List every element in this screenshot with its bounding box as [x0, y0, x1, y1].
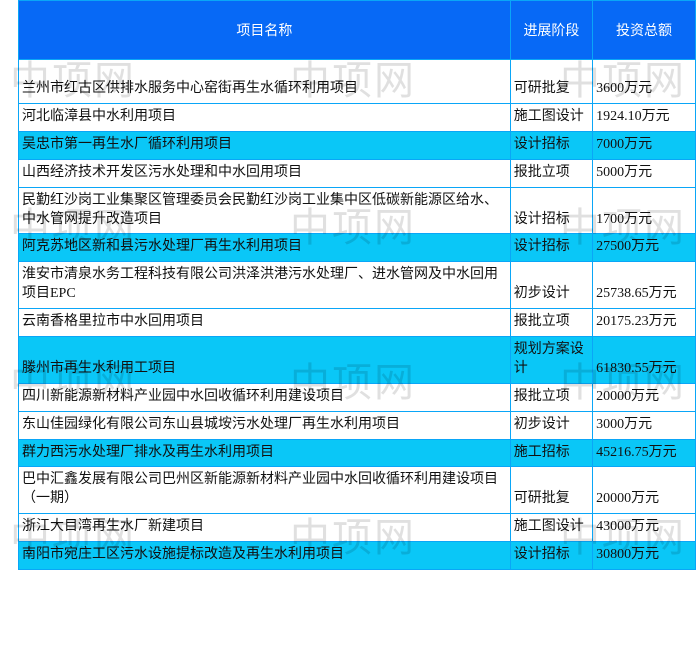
cell-stage: 施工图设计	[510, 104, 592, 132]
cell-name: 阿克苏地区新和县污水处理厂再生水利用项目	[19, 234, 511, 262]
cell-invest: 43000万元	[593, 514, 696, 542]
cell-invest: 3000万元	[593, 411, 696, 439]
cell-stage: 初步设计	[510, 262, 592, 309]
cell-name: 吴忠市第一再生水厂循环利用项目	[19, 131, 511, 159]
cell-stage: 报批立项	[510, 309, 592, 337]
cell-invest: 1700万元	[593, 187, 696, 234]
cell-invest: 45216.75万元	[593, 439, 696, 467]
table-row: 四川新能源新材料产业园中水回收循环利用建设项目报批立项20000万元	[19, 383, 696, 411]
col-header-stage: 进展阶段	[510, 1, 592, 60]
cell-invest: 20175.23万元	[593, 309, 696, 337]
cell-invest: 27500万元	[593, 234, 696, 262]
table-row: 阿克苏地区新和县污水处理厂再生水利用项目设计招标27500万元	[19, 234, 696, 262]
cell-stage: 施工招标	[510, 439, 592, 467]
cell-invest: 61830.55万元	[593, 337, 696, 384]
table-row: 淮安市清泉水务工程科技有限公司洪泽洪港污水处理厂、进水管网及中水回用项目EPC初…	[19, 262, 696, 309]
cell-stage: 初步设计	[510, 411, 592, 439]
col-header-invest: 投资总额	[593, 1, 696, 60]
cell-stage: 施工图设计	[510, 514, 592, 542]
cell-invest: 25738.65万元	[593, 262, 696, 309]
cell-name: 浙江大目湾再生水厂新建项目	[19, 514, 511, 542]
cell-stage: 可研批复	[510, 60, 592, 104]
table-row: 滕州市再生水利用工项目规划方案设计61830.55万元	[19, 337, 696, 384]
cell-stage: 设计招标	[510, 542, 592, 570]
cell-stage: 规划方案设计	[510, 337, 592, 384]
cell-stage: 可研批复	[510, 467, 592, 514]
cell-stage: 设计招标	[510, 234, 592, 262]
table-body: 兰州市红古区供排水服务中心窑街再生水循环利用项目可研批复3600万元河北临漳县中…	[19, 60, 696, 570]
col-header-name: 项目名称	[19, 1, 511, 60]
table-row: 巴中汇鑫发展有限公司巴州区新能源新材料产业园中水回收循环利用建设项目（一期）可研…	[19, 467, 696, 514]
table-header-row: 项目名称进展阶段投资总额	[19, 1, 696, 60]
table-row: 云南香格里拉市中水回用项目报批立项20175.23万元	[19, 309, 696, 337]
cell-name: 群力西污水处理厂排水及再生水利用项目	[19, 439, 511, 467]
cell-invest: 30800万元	[593, 542, 696, 570]
cell-name: 四川新能源新材料产业园中水回收循环利用建设项目	[19, 383, 511, 411]
cell-name: 兰州市红古区供排水服务中心窑街再生水循环利用项目	[19, 60, 511, 104]
cell-name: 南阳市宛庄工区污水设施提标改造及再生水利用项目	[19, 542, 511, 570]
cell-stage: 报批立项	[510, 383, 592, 411]
table-row: 群力西污水处理厂排水及再生水利用项目施工招标45216.75万元	[19, 439, 696, 467]
table-row: 浙江大目湾再生水厂新建项目施工图设计43000万元	[19, 514, 696, 542]
cell-stage: 设计招标	[510, 131, 592, 159]
table-row: 兰州市红古区供排水服务中心窑街再生水循环利用项目可研批复3600万元	[19, 60, 696, 104]
cell-invest: 20000万元	[593, 383, 696, 411]
cell-name: 河北临漳县中水利用项目	[19, 104, 511, 132]
cell-invest: 7000万元	[593, 131, 696, 159]
cell-name: 民勤红沙岗工业集聚区管理委员会民勤红沙岗工业集中区低碳新能源区给水、中水管网提升…	[19, 187, 511, 234]
cell-name: 淮安市清泉水务工程科技有限公司洪泽洪港污水处理厂、进水管网及中水回用项目EPC	[19, 262, 511, 309]
cell-stage: 设计招标	[510, 187, 592, 234]
projects-table: 项目名称进展阶段投资总额 兰州市红古区供排水服务中心窑街再生水循环利用项目可研批…	[18, 0, 696, 570]
cell-invest: 20000万元	[593, 467, 696, 514]
table-row: 东山佳园绿化有限公司东山县城垵污水处理厂再生水利用项目初步设计3000万元	[19, 411, 696, 439]
cell-invest: 3600万元	[593, 60, 696, 104]
table-row: 吴忠市第一再生水厂循环利用项目设计招标7000万元	[19, 131, 696, 159]
cell-name: 巴中汇鑫发展有限公司巴州区新能源新材料产业园中水回收循环利用建设项目（一期）	[19, 467, 511, 514]
cell-name: 滕州市再生水利用工项目	[19, 337, 511, 384]
cell-name: 山西经济技术开发区污水处理和中水回用项目	[19, 159, 511, 187]
cell-stage: 报批立项	[510, 159, 592, 187]
table-row: 南阳市宛庄工区污水设施提标改造及再生水利用项目设计招标 30800万元	[19, 542, 696, 570]
cell-invest: 5000万元	[593, 159, 696, 187]
cell-name: 东山佳园绿化有限公司东山县城垵污水处理厂再生水利用项目	[19, 411, 511, 439]
cell-name: 云南香格里拉市中水回用项目	[19, 309, 511, 337]
cell-invest: 1924.10万元	[593, 104, 696, 132]
table-row: 民勤红沙岗工业集聚区管理委员会民勤红沙岗工业集中区低碳新能源区给水、中水管网提升…	[19, 187, 696, 234]
table-row: 河北临漳县中水利用项目施工图设计1924.10万元	[19, 104, 696, 132]
table-row: 山西经济技术开发区污水处理和中水回用项目报批立项5000万元	[19, 159, 696, 187]
